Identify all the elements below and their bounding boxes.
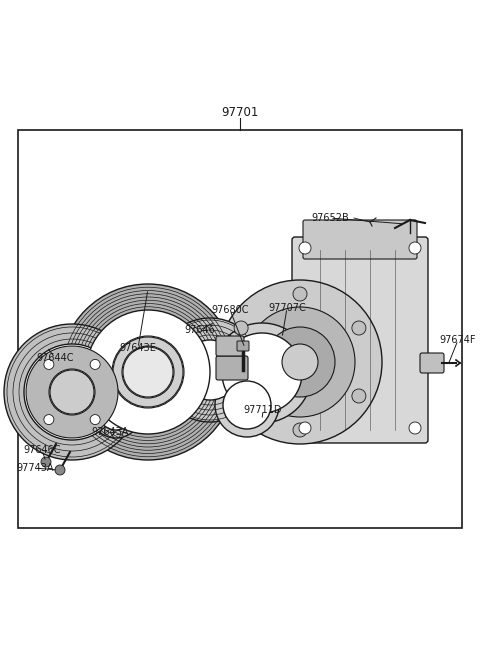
- Text: 97680C: 97680C: [211, 305, 249, 315]
- Circle shape: [4, 324, 140, 460]
- Circle shape: [352, 321, 366, 335]
- Circle shape: [234, 389, 248, 403]
- Text: 97644C: 97644C: [36, 353, 74, 363]
- Text: 97674F: 97674F: [440, 335, 476, 345]
- Circle shape: [90, 360, 100, 369]
- Circle shape: [86, 310, 210, 434]
- Circle shape: [122, 346, 174, 398]
- Text: 97646: 97646: [185, 325, 216, 335]
- Circle shape: [158, 318, 262, 422]
- Text: 97701: 97701: [221, 107, 259, 119]
- Circle shape: [409, 422, 421, 434]
- Circle shape: [212, 323, 312, 423]
- Circle shape: [41, 457, 51, 467]
- FancyBboxPatch shape: [216, 356, 248, 380]
- Text: 97643A: 97643A: [91, 427, 129, 437]
- Circle shape: [123, 347, 173, 397]
- Circle shape: [49, 369, 95, 415]
- FancyBboxPatch shape: [237, 341, 249, 351]
- Text: 97743A: 97743A: [16, 463, 54, 473]
- Circle shape: [299, 422, 311, 434]
- Text: 97646C: 97646C: [23, 445, 61, 455]
- Circle shape: [234, 321, 248, 335]
- Circle shape: [26, 346, 118, 438]
- Circle shape: [352, 389, 366, 403]
- Circle shape: [24, 344, 120, 440]
- Circle shape: [223, 381, 271, 429]
- Circle shape: [245, 307, 355, 417]
- Circle shape: [265, 327, 335, 397]
- Circle shape: [293, 423, 307, 437]
- FancyBboxPatch shape: [292, 237, 428, 443]
- Circle shape: [113, 337, 183, 407]
- Circle shape: [218, 280, 382, 444]
- Bar: [18, 130, 462, 528]
- Circle shape: [88, 312, 208, 432]
- Text: 97643E: 97643E: [120, 343, 156, 353]
- Circle shape: [44, 360, 54, 369]
- Circle shape: [215, 373, 279, 437]
- FancyBboxPatch shape: [216, 336, 244, 356]
- Circle shape: [299, 242, 311, 254]
- Circle shape: [90, 415, 100, 424]
- Circle shape: [50, 370, 94, 414]
- Circle shape: [112, 336, 184, 408]
- FancyBboxPatch shape: [303, 220, 417, 259]
- FancyBboxPatch shape: [420, 353, 444, 373]
- Circle shape: [55, 465, 65, 475]
- Circle shape: [282, 344, 318, 380]
- Circle shape: [180, 340, 240, 400]
- Circle shape: [60, 284, 236, 460]
- Circle shape: [44, 415, 54, 424]
- Circle shape: [98, 394, 134, 430]
- Text: 97711D: 97711D: [244, 405, 282, 415]
- Circle shape: [293, 287, 307, 301]
- Circle shape: [409, 242, 421, 254]
- Circle shape: [222, 333, 302, 413]
- Text: 97652B: 97652B: [311, 213, 349, 223]
- Text: 97707C: 97707C: [268, 303, 306, 313]
- Circle shape: [90, 386, 142, 438]
